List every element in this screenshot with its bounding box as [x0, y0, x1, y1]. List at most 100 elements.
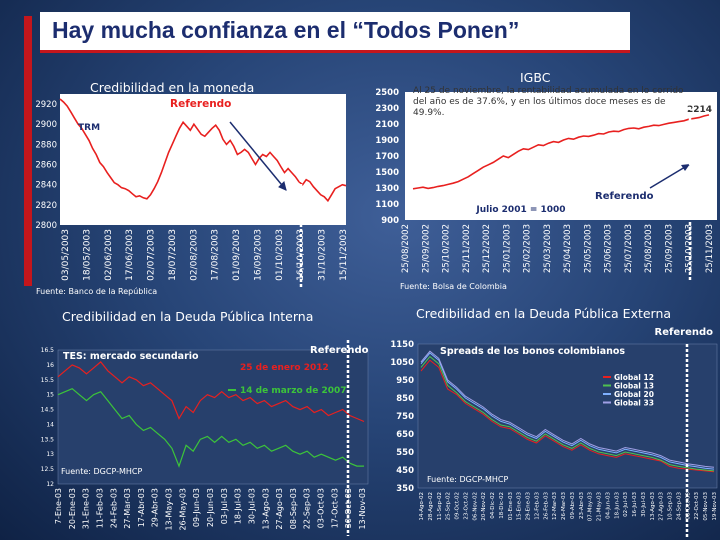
igbc-y-tick: 1500 [375, 168, 399, 178]
trm-annotation: Referendo [170, 98, 231, 110]
tes-x-tick: 20-Jun-03 [206, 488, 215, 527]
trm-y-tick: 2860 [35, 161, 57, 171]
tes-y-tick: 12 [46, 481, 54, 488]
spreads-annotation: Referendo [655, 327, 714, 338]
spreads-y-tick: 350 [396, 484, 414, 494]
spreads-line-3 [420, 350, 715, 468]
tes-y-tick: 16 [46, 362, 54, 369]
spreads-x-tick: 09-Abr-03 [570, 492, 576, 520]
spreads-x-tick: 27-Ago-03 [659, 492, 665, 521]
tes-x-tick: 26-May-03 [178, 488, 187, 531]
spreads-plot-area [417, 343, 718, 489]
trm-plot-area [60, 94, 346, 225]
spreads-legend-2: Global 20 [614, 390, 654, 399]
tes-x-tick: 03-Jul-03 [220, 488, 229, 524]
trm-x-tick: 31/10/2003 [318, 229, 328, 281]
spreads-line-2 [420, 352, 715, 470]
spreads-x-tick: 15-Ene-03 [517, 492, 523, 521]
moneda-title: Credibilidad en la moneda [90, 80, 255, 95]
spreads-chart: 350 450 550 650 750 850 950 1050 1150 14-Ago-02 28… [390, 327, 718, 537]
tes-x-tick: 22-Sep-03 [303, 488, 312, 529]
spreads-x-tick: 29-Ene-03 [526, 492, 532, 521]
igbc-arrow-head [681, 164, 690, 171]
trm-x-tick: 02/07/2003 [147, 229, 157, 281]
igbc-x-tick: 25/04/2003 [563, 224, 573, 273]
spreads-x-tick: 22-Oct-03 [694, 492, 700, 520]
igbc-plot-area [405, 92, 717, 220]
tes-x-tick: 18-Jul-03 [234, 488, 243, 524]
tes-x-tick: 30-Jul-03 [247, 488, 256, 524]
trm-x-tick: 17/06/2003 [125, 229, 135, 281]
trm-x-tick: 17/08/2003 [211, 229, 221, 281]
trm-x-tick: 15/11/2003 [339, 229, 349, 281]
spreads-x-tick: 18-Jun-03 [614, 492, 620, 519]
trm-x-tick: 01/10/2003 [275, 229, 285, 281]
tes-x-tick: 08-Sep-03 [289, 488, 298, 529]
igbc-y-tick: 1100 [375, 200, 399, 210]
igbc-x-tick: 25/03/2003 [543, 224, 553, 273]
trm-y-tick: 2820 [35, 201, 57, 211]
spreads-x-tick: 18-Dic-02 [499, 492, 505, 519]
trm-x-tick: 03/05/2003 [61, 229, 71, 281]
spreads-legend-3: Global 33 [614, 399, 654, 408]
tes-x-tick: 13-Nov-03 [358, 488, 367, 530]
accent-bar [24, 16, 32, 286]
trm-y-tick: 2840 [35, 181, 57, 191]
igbc-x-tick: 25/06/2003 [604, 224, 614, 273]
tes-chart: 12 12.5 13 13.5 14 14.5 15 15.5 16 16.5 7-Ene-03 20… [41, 340, 369, 536]
spreads-source: Fuente: DGCP-MHCP [427, 475, 509, 484]
spreads-y-tick: 450 [396, 466, 414, 476]
spreads-x-tick: 06-Nov-02 [472, 492, 478, 521]
igbc-x-tick: 25/09/2002 [421, 224, 431, 273]
spreads-x-tick: 20-Nov-02 [481, 492, 487, 521]
trm-x-tick: 16/09/2003 [253, 229, 263, 281]
spreads-x-tick: 26-Feb-03 [543, 492, 549, 520]
igbc-title: IGBC [520, 70, 551, 85]
tes-x-tick: 27-Ago-03 [275, 488, 284, 530]
spreads-y-tick: 1150 [390, 340, 414, 350]
spreads-legend-1: Global 13 [614, 382, 654, 391]
spreads-x-tick: 24-Sep-03 [676, 492, 682, 521]
spreads-x-tick: 10-Sep-03 [668, 492, 674, 521]
igbc-note-box: Al 25 de noviembre, la rentabilidad acum… [413, 86, 684, 118]
spreads-x-tick: 14-Ago-02 [419, 492, 425, 521]
igbc-x-tick: 25/02/2003 [523, 224, 533, 273]
tes-annotation: Referendo [310, 345, 369, 356]
tes-x-tick: 7-Ene-03 [54, 488, 63, 524]
igbc-note: Al 25 de noviembre, la rentabilidad acum… [413, 86, 684, 118]
spreads-y-tick: 550 [396, 448, 414, 458]
igbc-x-tick: 25/09/2003 [664, 224, 674, 273]
interna-title: Credibilidad en la Deuda Pública Interna [62, 309, 314, 324]
spreads-y-tick: 850 [396, 394, 414, 404]
igbc-line [412, 114, 710, 190]
spreads-x-tick: 11-Sep-02 [437, 492, 443, 520]
tes-x-tick: 17-Oct-03 [330, 488, 339, 528]
igbc-x-tick: 25/12/2002 [482, 224, 492, 273]
spreads-x-tick: 23-Abr-03 [579, 492, 585, 520]
tes-legend-1: 14 de marzo de 2007 [240, 386, 347, 396]
spreads-y-tick: 750 [396, 412, 414, 422]
tes-y-tick: 13 [46, 451, 54, 458]
igbc-x-tick: 25/07/2003 [624, 224, 634, 273]
spreads-x-tick: 13-Ago-03 [650, 492, 656, 521]
moneda-source: Fuente: Banco de la República [36, 287, 158, 296]
igbc-annotation: Referendo [595, 191, 654, 202]
igbc-x-tick: 25/08/2002 [401, 224, 411, 273]
spreads-x-tick: 16-Jul-03 [632, 492, 638, 517]
spreads-x-tick: 02-Jul-03 [623, 492, 629, 517]
igbc-y-tick: 2100 [375, 120, 399, 130]
tes-y-tick: 15 [46, 392, 54, 399]
trm-y-tick: 2900 [35, 120, 57, 130]
igbc-x-tick: 25/08/2003 [644, 224, 654, 273]
igbc-x-tick: 25/11/2002 [462, 224, 472, 273]
tes-y-tick: 16.5 [41, 347, 55, 354]
tes-x-tick: 29-Abr-03 [151, 488, 160, 527]
igbc-x-tick: 25/01/2003 [502, 224, 512, 273]
trm-arrow-head [278, 181, 287, 191]
tes-legend-0: 25 de enero 2012 [240, 363, 329, 373]
spreads-x-tick: 08-Oct-03 [685, 492, 691, 520]
tes-x-tick: 27-Mar-03 [123, 488, 132, 529]
tes-y-tick: 14.5 [41, 407, 55, 414]
spreads-x-tick: 21-May-03 [597, 492, 603, 522]
tes-x-tick: 13-May-03 [165, 488, 174, 531]
